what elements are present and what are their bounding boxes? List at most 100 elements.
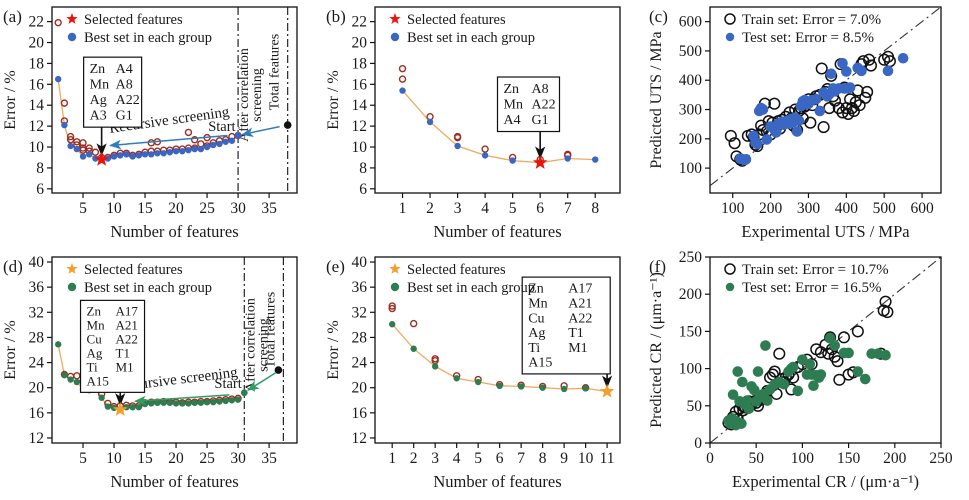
feature-box-descriptor: G1 — [116, 109, 133, 124]
train-point — [859, 91, 872, 104]
y-axis-label: Predicted CR / (μm·a⁻¹) — [648, 272, 665, 428]
y-tick-label: 300 — [679, 102, 703, 119]
feature-box-descriptor: A8 — [116, 78, 133, 93]
feature-box-element: A15 — [87, 373, 109, 388]
feature-box-element: Zn — [528, 282, 544, 297]
start-label: Start — [214, 376, 241, 392]
plot-border — [374, 6, 621, 194]
feature-box-descriptor: A17 — [568, 282, 592, 297]
best-point — [160, 399, 167, 406]
best-point — [79, 153, 87, 160]
x-tick-label: 3 — [454, 200, 462, 217]
best-point — [197, 145, 205, 153]
feature-box-element: A3 — [90, 109, 107, 124]
train-point — [861, 85, 874, 98]
y-tick-label: 18 — [352, 55, 368, 72]
x-tick-label: 11 — [600, 450, 615, 467]
best-point — [191, 399, 198, 406]
y-tick-label: 12 — [29, 430, 45, 447]
best-point — [564, 155, 571, 162]
x-axis-label: Number of features — [433, 472, 561, 491]
y-tick-label: 200 — [679, 286, 703, 303]
y-tick-label: 8 — [36, 160, 44, 177]
vline-label: After correlation — [243, 298, 258, 392]
x-tick-label: 15 — [137, 450, 153, 467]
y-tick-label: 20 — [29, 380, 45, 397]
best-point — [474, 378, 482, 386]
train-point — [879, 295, 892, 308]
y-tick-label: 16 — [29, 76, 45, 93]
y-tick-label: 100 — [679, 361, 703, 378]
legend-label: Test set: Error = 8.5% — [742, 30, 874, 46]
best-point — [509, 157, 516, 164]
feature-box — [83, 56, 143, 128]
test-point — [810, 93, 822, 105]
best-point — [222, 138, 229, 145]
legend-dot-icon — [725, 32, 735, 42]
best-point — [160, 150, 167, 157]
train-point — [768, 97, 781, 110]
panel-f-chart: 0 50 100 150 200 250 0 50 100 150 200 250 Experiment… — [648, 250, 953, 491]
best-point — [92, 155, 99, 162]
train-point — [881, 306, 894, 319]
train-point — [837, 331, 851, 344]
x-tick-label: 250 — [929, 450, 953, 467]
best-point — [135, 403, 143, 411]
test-point — [792, 385, 804, 397]
y-tick-label: 18 — [29, 55, 45, 72]
best-point — [135, 152, 143, 159]
test-point — [793, 115, 805, 126]
vline-label: After correlation — [237, 48, 252, 142]
y-tick-label: 16 — [352, 76, 368, 93]
x-tick-label: 15 — [137, 200, 153, 217]
panel-label: (f) — [649, 257, 666, 276]
train-point — [768, 365, 781, 378]
best-point — [592, 156, 599, 163]
y-tick-label: 12 — [352, 118, 368, 135]
train-point — [815, 62, 828, 75]
x-tick-label: 1 — [388, 450, 396, 467]
test-point — [737, 376, 748, 388]
total-features-point — [283, 121, 292, 129]
feature-box-element: Ag — [87, 345, 103, 360]
x-tick-label: 100 — [791, 450, 815, 467]
feature-box-descriptor: A21 — [116, 317, 138, 332]
x-tick-label: 30 — [230, 200, 246, 217]
start-point — [240, 389, 248, 397]
plot-border — [709, 6, 942, 194]
y-tick-label: 36 — [29, 279, 45, 296]
best-point — [453, 375, 460, 382]
train-point — [833, 373, 846, 386]
x-tick-label: 10 — [106, 450, 122, 467]
best-point — [166, 399, 174, 406]
candidate-point — [388, 302, 396, 310]
feature-box-descriptor: A8 — [532, 82, 549, 97]
x-tick-label: 5 — [509, 200, 517, 217]
legend-label: Selected features — [407, 12, 506, 28]
test-point — [859, 373, 871, 385]
train-point — [849, 96, 862, 109]
x-tick-label: 8 — [591, 200, 599, 217]
x-tick-label: 200 — [883, 450, 907, 467]
train-point — [817, 121, 830, 134]
x-tick-label: 5 — [79, 200, 87, 217]
best-point — [410, 345, 417, 352]
feature-box-element: Mn — [90, 78, 109, 93]
y-tick-label: 400 — [679, 72, 703, 89]
x-axis-label: Number of features — [110, 222, 238, 241]
x-tick-label: 7 — [564, 200, 572, 217]
test-point — [761, 134, 773, 145]
panel-label: (b) — [326, 7, 346, 26]
candidate-point — [190, 136, 199, 144]
x-tick-label: 20 — [168, 200, 184, 217]
legend-label: Selected features — [84, 262, 183, 278]
legend-label: Best set in each group — [407, 280, 535, 296]
legend-dot-icon — [390, 32, 400, 42]
feature-box-descriptor: A22 — [532, 98, 556, 113]
x-tick-label: 25 — [199, 200, 215, 217]
best-point — [154, 399, 161, 406]
x-tick-label: 200 — [759, 200, 783, 217]
test-point — [804, 358, 816, 370]
